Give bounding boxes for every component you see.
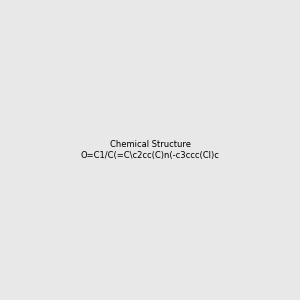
- Text: Chemical Structure
O=C1/C(=C\c2cc(C)n(-c3ccc(Cl)c: Chemical Structure O=C1/C(=C\c2cc(C)n(-c…: [81, 140, 219, 160]
